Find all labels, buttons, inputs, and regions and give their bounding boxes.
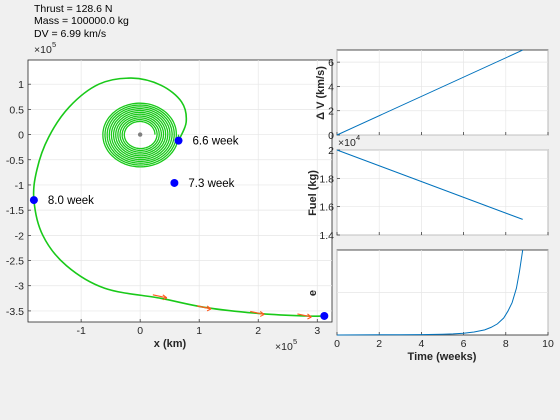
fuel-exponent-base: ×10 — [338, 137, 356, 149]
fuel-line — [336, 149, 523, 220]
fuel-exponent: 4 — [356, 133, 360, 142]
inner-spiral-trajectory — [102, 102, 180, 168]
x-tick-label: 6 — [461, 338, 467, 350]
x-tick-label: 8 — [503, 338, 509, 350]
earth-marker — [137, 132, 143, 137]
y-tick-label: 1.8 — [319, 173, 334, 185]
eccentricity-axes: 0 2 4 6 8 10 e Time (weeks) — [307, 249, 554, 363]
time-marker — [320, 311, 329, 320]
delta-v-line — [336, 49, 523, 136]
x-exponent: 5 — [293, 337, 297, 346]
orbit-y-tick-label: -2.5 — [6, 256, 24, 268]
time-marker-label: 8.0 week — [48, 195, 94, 207]
time-marker — [174, 136, 183, 145]
orbit-y-tick-label: 1 — [18, 79, 24, 91]
x-tick-label: 4 — [418, 338, 424, 350]
orbit-y-tick-label: 0 — [18, 130, 24, 142]
thrust-arrow-head — [162, 294, 168, 301]
time-x-label: Time (weeks) — [408, 351, 477, 363]
orbit-x-tick-label: 3 — [314, 325, 320, 337]
orbit-x-tick-label: 1 — [196, 325, 202, 337]
thrust-arrow-head — [206, 305, 212, 312]
orbit-x-tick-label: 2 — [255, 325, 261, 337]
y-tick-label: 0 — [328, 130, 334, 142]
orbit-x-tick-label: -1 — [76, 325, 85, 337]
orbit-x-label: x (km) — [154, 338, 187, 350]
x-tick-label: 2 — [376, 338, 382, 350]
thrust-text: Thrust = 128.6 N — [34, 3, 113, 15]
orbit-y-tick-label: 0.5 — [9, 104, 24, 116]
y-tick-label: 1.4 — [319, 230, 334, 242]
y-tick-label: 2 — [328, 145, 334, 157]
thrust-arrow — [196, 305, 212, 310]
thrust-arrow — [250, 310, 265, 316]
time-marker-label: 7.3 week — [188, 178, 234, 190]
eccentricity-line — [336, 249, 524, 336]
time-marker — [170, 178, 179, 187]
thrust-arrow-head — [307, 313, 312, 320]
time-marker-label: 6.6 week — [193, 136, 239, 148]
time-marker — [29, 196, 38, 205]
y-exponent-base: ×10 — [34, 44, 52, 56]
x-tick-label: 10 — [542, 338, 554, 350]
orbit-y-tick-label: -3.5 — [6, 306, 24, 318]
orbit-y-tick-label: -2 — [15, 230, 24, 242]
fuel-axes: 1.4 1.6 1.8 2 ×10 4 Fuel (kg) — [307, 133, 549, 242]
thrust-arrow — [152, 294, 167, 299]
fuel-y-label: Fuel (kg) — [307, 170, 319, 216]
delta-v-axes: 0 2 4 6 Δ V (km/s) — [315, 49, 549, 142]
eccentricity-y-label: e — [307, 290, 319, 296]
delta-v-y-label: Δ V (km/s) — [315, 66, 327, 120]
y-tick-label: 4 — [328, 81, 334, 93]
orbit-y-tick-label: -3 — [15, 281, 24, 293]
orbit-x-tick-label: 0 — [137, 325, 143, 337]
thrust-arrow — [297, 313, 312, 318]
dv-text: DV = 6.99 km/s — [34, 28, 106, 40]
orbit-y-tick-label: -1 — [15, 180, 24, 192]
y-tick-label: 1.6 — [319, 202, 334, 214]
y-tick-label: 2 — [328, 106, 334, 118]
orbit-y-tick-label: -1.5 — [6, 205, 24, 217]
orbit-y-tick-label: -0.5 — [6, 155, 24, 167]
mass-text: Mass = 100000.0 kg — [34, 15, 129, 27]
thrust-arrow-head — [259, 310, 265, 317]
y-exponent: 5 — [52, 40, 56, 49]
y-tick-label: 6 — [328, 57, 334, 69]
x-tick-label: 0 — [334, 338, 340, 350]
x-exponent-base: ×10 — [275, 341, 293, 353]
